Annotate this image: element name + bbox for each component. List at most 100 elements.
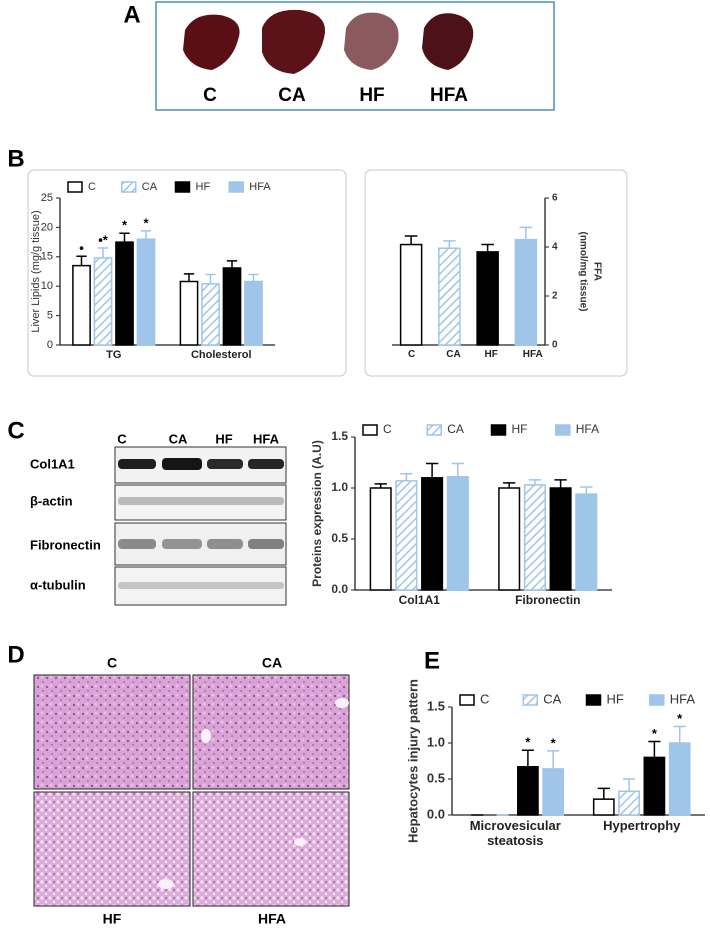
- legend-label: HF: [512, 422, 528, 436]
- bar: [446, 476, 469, 591]
- error-bar: [451, 462, 464, 477]
- bar: [179, 280, 199, 346]
- x-tick-label: TG: [106, 349, 122, 361]
- error-bar: [554, 479, 567, 488]
- legend-swatch: [522, 694, 538, 706]
- blot-band: [118, 497, 284, 505]
- y-tick-label: 0: [47, 339, 53, 351]
- legend-swatch: [426, 424, 442, 436]
- x-tick-label: Hypertrophy: [603, 819, 681, 833]
- bar: [514, 238, 538, 346]
- panel-label: D: [7, 641, 24, 668]
- error-bar: [597, 787, 610, 800]
- legend-label: HF: [196, 181, 211, 193]
- liver-photo: [262, 9, 325, 74]
- bar: [369, 487, 392, 591]
- y-tick-label: 0: [552, 340, 558, 351]
- photo-label: C: [203, 85, 217, 106]
- error-bar: [580, 486, 593, 495]
- bar: [201, 283, 220, 346]
- error-bar: [648, 740, 661, 758]
- liver-photo: [422, 13, 474, 70]
- x-tick-label: Col1A1: [398, 594, 440, 607]
- legend-label: CA: [142, 181, 158, 193]
- significance-marker: *: [652, 726, 658, 741]
- x-tick-label-box: Hypertrophy: [603, 819, 681, 833]
- bar: [575, 493, 598, 591]
- histology-image: [192, 674, 350, 790]
- blot-lane-label: C: [117, 431, 127, 446]
- y-tick-label: 1.5: [427, 698, 445, 713]
- significance-marker: •*: [98, 232, 109, 247]
- blot-band: [207, 459, 243, 469]
- liver-photo: [183, 14, 240, 71]
- x-tick-label: HFA: [522, 349, 543, 360]
- error-bar: [248, 273, 259, 282]
- error-bar: [97, 247, 109, 258]
- legend-swatch: [555, 424, 571, 436]
- vessel: [335, 698, 349, 708]
- error-bar: [623, 778, 636, 792]
- x-tick-label-box: HF: [485, 349, 498, 360]
- bar: [549, 487, 572, 591]
- blot-band: [118, 539, 156, 549]
- error-bar: [519, 226, 533, 240]
- histology-image: [192, 791, 350, 907]
- bar: [72, 264, 91, 346]
- x-tick-label: Cholesterol: [190, 349, 252, 361]
- blot-band: [162, 539, 202, 549]
- y-tick-label: 1.0: [427, 734, 445, 749]
- panel-label: C: [7, 417, 24, 444]
- y-axis-label: (nmol/mg tissue): [577, 231, 588, 311]
- y-tick-label: 4: [552, 242, 558, 253]
- blot-band: [118, 459, 156, 469]
- error-bar: [226, 260, 238, 268]
- x-tick-label-box: Microvesicular steatosis: [469, 819, 561, 848]
- blot-row-label: Col1A1: [30, 456, 75, 471]
- y-tick-label: 0.0: [331, 582, 348, 596]
- legend-label: CA: [543, 691, 561, 706]
- significance-marker: *: [677, 711, 683, 726]
- bar: [93, 257, 113, 346]
- photo-frame: [155, 1, 555, 111]
- bar: [592, 798, 615, 816]
- blot-lane-label: HF: [215, 431, 232, 446]
- panel-label: E: [424, 647, 440, 674]
- y-tick-label: 1.5: [331, 429, 348, 443]
- histology-label: C: [107, 655, 117, 671]
- legend-label: C: [383, 422, 392, 436]
- bar: [244, 280, 263, 346]
- significance-marker: *: [143, 215, 149, 230]
- y-tick-label: 0.0: [427, 806, 445, 821]
- blot-row-label: α-tubulin: [30, 577, 86, 592]
- bar: [115, 241, 134, 346]
- significance-marker: *: [551, 735, 557, 750]
- bar: [395, 480, 418, 591]
- error-bar: [503, 482, 516, 488]
- legend-swatch: [174, 181, 191, 193]
- vessel: [294, 838, 306, 846]
- error-bar: [443, 240, 456, 249]
- bar: [517, 766, 539, 816]
- legend-swatch: [459, 694, 475, 706]
- photo-label: CA: [278, 85, 306, 106]
- blot-band: [248, 459, 284, 469]
- blot-lane-label: CA: [169, 431, 188, 446]
- x-tick-label-box: Cholesterol: [190, 349, 252, 361]
- blot-lane-label: HFA: [253, 431, 280, 446]
- error-bar: [205, 273, 216, 284]
- x-tick-label-box: Col1A1: [398, 594, 440, 607]
- x-tick-label-box: Fibronectin: [515, 594, 580, 607]
- bar: [399, 243, 423, 346]
- bar: [222, 267, 242, 346]
- legend-label: C: [88, 181, 96, 193]
- legend-swatch: [228, 181, 244, 193]
- blot-band: [248, 539, 284, 549]
- legend-swatch: [362, 424, 378, 436]
- x-tick-label: C: [408, 349, 416, 360]
- y-axis-label: FFA: [591, 262, 602, 281]
- bar: [476, 251, 499, 346]
- x-tick-label: Microvesicular steatosis: [469, 819, 561, 848]
- y-axis-label: Liver Lipids (mg/g tissue): [30, 210, 42, 332]
